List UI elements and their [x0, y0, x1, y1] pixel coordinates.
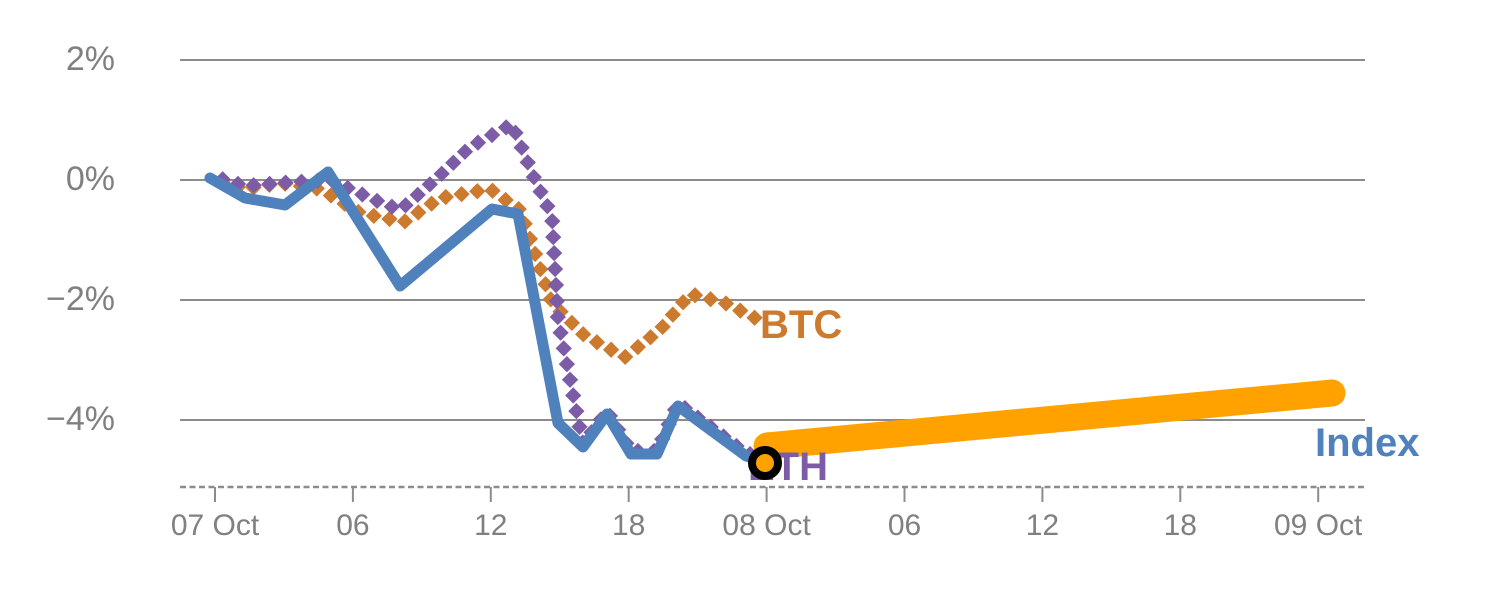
svg-text:18: 18: [1164, 509, 1197, 542]
svg-text:BTC: BTC: [760, 303, 842, 347]
svg-text:0%: 0%: [66, 160, 115, 198]
svg-text:12: 12: [1026, 509, 1059, 542]
svg-text:06: 06: [888, 509, 921, 542]
svg-text:06: 06: [336, 509, 369, 542]
svg-text:18: 18: [612, 509, 645, 542]
svg-text:Index: Index: [1315, 421, 1419, 465]
svg-text:−4%: −4%: [46, 400, 115, 438]
svg-text:07 Oct: 07 Oct: [171, 509, 260, 542]
svg-text:−2%: −2%: [46, 280, 115, 318]
svg-text:2%: 2%: [66, 40, 115, 78]
svg-text:12: 12: [474, 509, 507, 542]
svg-text:09 Oct: 09 Oct: [1274, 509, 1363, 542]
svg-text:08 Oct: 08 Oct: [722, 509, 811, 542]
